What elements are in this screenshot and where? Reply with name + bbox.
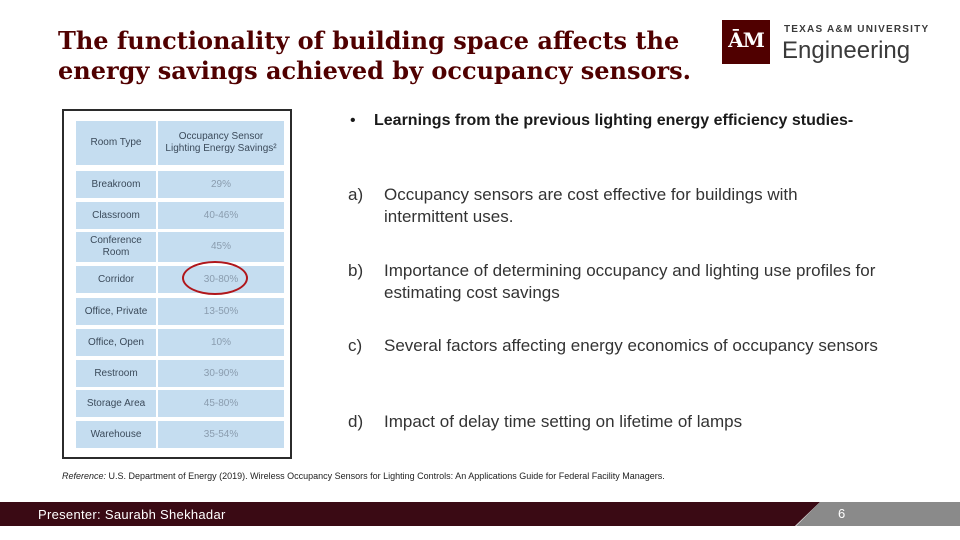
list-item-text: Occupancy sensors are cost effective for… [384, 185, 798, 226]
title-line-2: energy savings achieved by occupancy sen… [58, 56, 692, 85]
reference-text: U.S. Department of Energy (2019). Wirele… [106, 471, 665, 481]
table-header-savings: Occupancy Sensor Lighting Energy Savings… [158, 121, 284, 165]
footer-bar: Presenter: Saurabh Shekhadar 6 [0, 502, 960, 526]
table-cell-savings: 13-50% [158, 298, 284, 325]
presenter-name: Presenter: Saurabh Shekhadar [38, 507, 226, 522]
list-item-label: b) [348, 261, 364, 280]
list-item-text: Several factors affecting energy economi… [384, 336, 878, 355]
table-cell-savings: 40-46% [158, 202, 284, 229]
atm-logo-icon: ĀM [722, 20, 770, 64]
table-cell-room: Restroom [76, 360, 156, 387]
table-cell-savings: 29% [158, 171, 284, 198]
table-cell-room: Classroom [76, 202, 156, 229]
footer-dark-band [0, 502, 820, 526]
savings-table: Room Type Occupancy Sensor Lighting Ener… [62, 109, 292, 459]
list-item-text: Importance of determining occupancy and … [384, 261, 876, 302]
table-cell-room: Corridor [76, 266, 156, 293]
slide-title: The functionality of building space affe… [58, 26, 718, 86]
corridor-highlight-circle [182, 261, 248, 295]
table-cell-room: Conference Room [76, 232, 156, 262]
list-item-text: Impact of delay time setting on lifetime… [384, 412, 743, 431]
list-item-label: a) [348, 185, 364, 204]
table-cell-savings: 30-90% [158, 360, 284, 387]
logo-university-text: TEXAS A&M UNIVERSITY [784, 24, 930, 35]
table-cell-room: Storage Area [76, 390, 156, 417]
bullet-text: Learnings from the previous lighting ene… [374, 112, 854, 129]
table-cell-savings: 45-80% [158, 390, 284, 417]
table-cell-room: Office, Private [76, 298, 156, 325]
table-cell-room: Office, Open [76, 329, 156, 356]
table-cell-room: Warehouse [76, 421, 156, 448]
title-line-1: The functionality of building space affe… [58, 26, 680, 55]
table-cell-savings: 10% [158, 329, 284, 356]
table-cell-savings: 45% [158, 232, 284, 262]
footer-gray-band [796, 502, 960, 526]
table-header-room-type: Room Type [76, 121, 156, 165]
list-item-label: c) [348, 336, 363, 355]
bullet-marker: • [350, 112, 356, 129]
table-cell-savings: 35-54% [158, 421, 284, 448]
page-number: 6 [838, 506, 846, 521]
reference-note: Reference: U.S. Department of Energy (20… [62, 471, 665, 481]
list-item-label: d) [348, 412, 364, 431]
reference-prefix: Reference: [62, 471, 107, 481]
tamu-engineering-logo: ĀM TEXAS A&M UNIVERSITY Engineering [722, 18, 928, 70]
table-cell-room: Breakroom [76, 171, 156, 198]
logo-department-text: Engineering [782, 37, 911, 64]
